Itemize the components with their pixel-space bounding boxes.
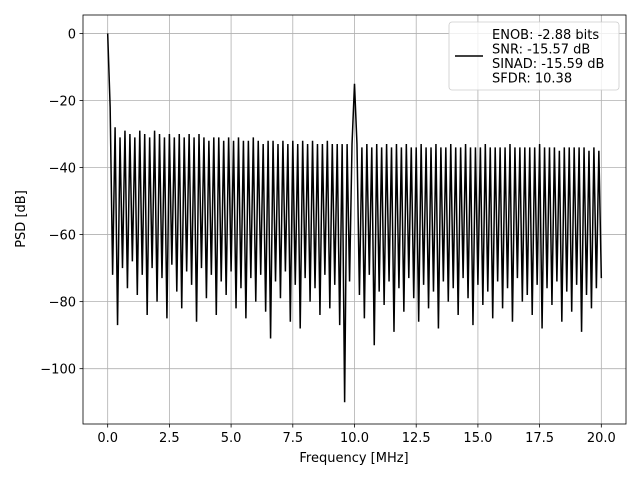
- y-tick-label: −40: [49, 162, 76, 177]
- x-axis-label: Frequency [MHz]: [299, 451, 408, 466]
- x-tick-label: 5.0: [221, 431, 242, 446]
- x-tick-label: 17.5: [525, 431, 554, 446]
- x-tick-label: 15.0: [463, 431, 492, 446]
- y-tick-label: −20: [49, 94, 76, 109]
- y-tick-label: −100: [40, 363, 76, 378]
- x-tick-label: 0.0: [97, 431, 118, 446]
- x-tick-label: 7.5: [282, 431, 303, 446]
- y-tick-label: −60: [49, 229, 76, 244]
- x-tick-label: 10.0: [340, 431, 369, 446]
- legend-label: ENOB: -2.88 bits SNR: -15.57 dB SINAD: -15…: [492, 28, 604, 87]
- plot-frame: [82, 14, 627, 425]
- x-tick-label: 20.0: [587, 431, 616, 446]
- x-tick-label: 12.5: [402, 431, 431, 446]
- x-tick-label: 2.5: [159, 431, 180, 446]
- line: [106, 33, 603, 403]
- y-axis-label: PSD [dB]: [14, 190, 29, 248]
- y-tick-label: −80: [49, 296, 76, 311]
- legend-box: [448, 21, 620, 91]
- y-tick-label: 0: [68, 27, 76, 42]
